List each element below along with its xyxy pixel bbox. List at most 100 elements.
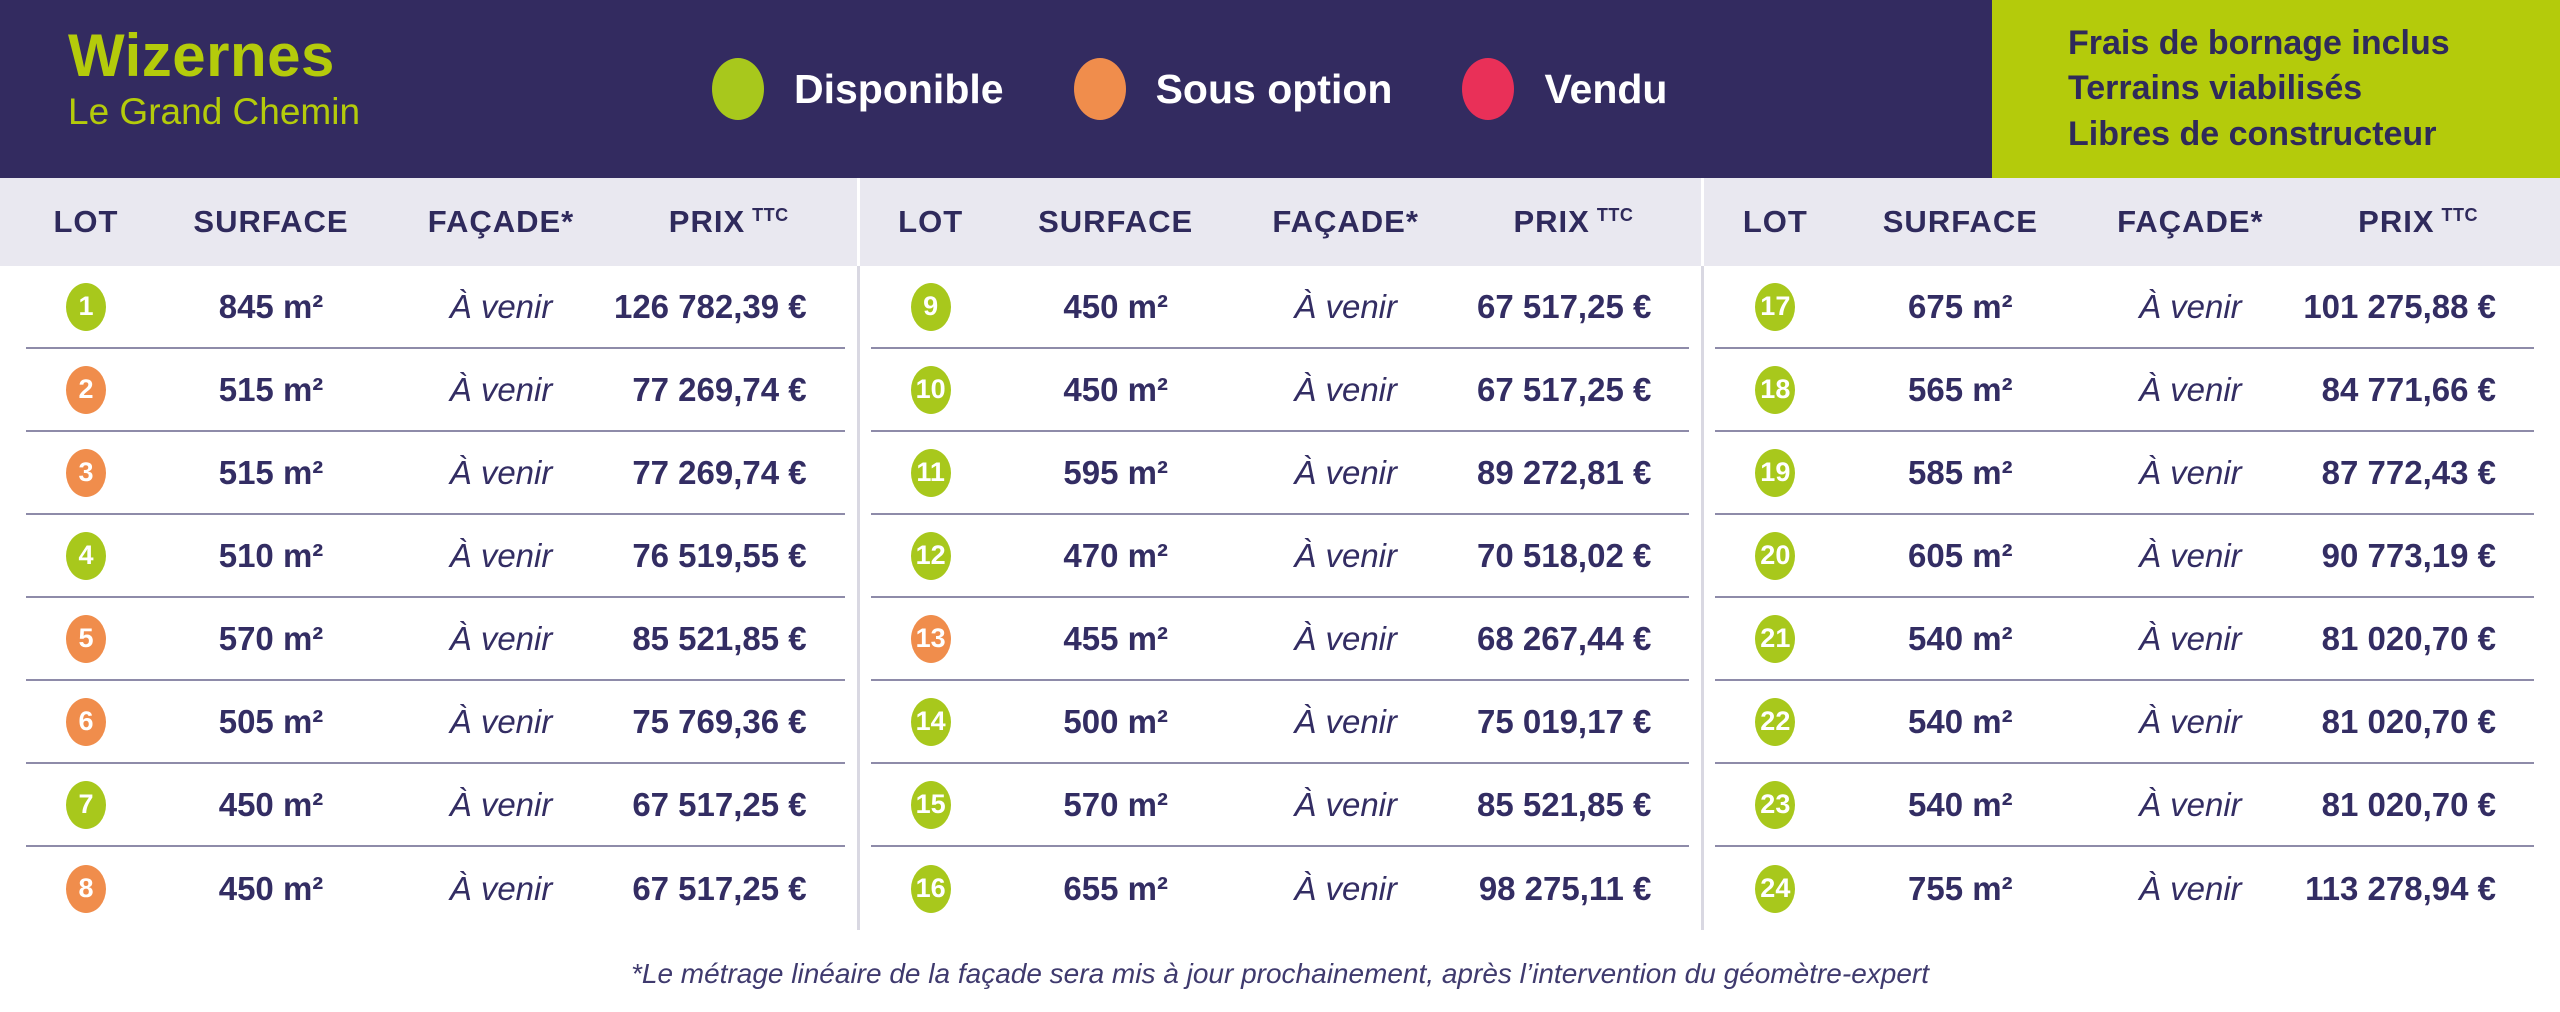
table-row: 19 585 m² À venir 87 772,43 € bbox=[1715, 432, 2534, 515]
surface-value: 450 m² bbox=[1063, 370, 1168, 408]
price-value: 75 769,36 € bbox=[632, 702, 807, 740]
facade-value: À venir bbox=[2138, 869, 2242, 907]
surface-value: 515 m² bbox=[218, 453, 324, 491]
table-column-headers: LOT SURFACE FAÇADE* PRIX TTC bbox=[871, 178, 1704, 266]
legend-label: Disponible bbox=[794, 65, 1004, 112]
table-row: 8 450 m² À venir 67 517,25 € bbox=[26, 847, 845, 930]
surface-value: 455 m² bbox=[1063, 619, 1168, 657]
facade-footnote: *Le métrage linéaire de la façade sera m… bbox=[630, 958, 1930, 989]
facade-value: À venir bbox=[2138, 370, 2242, 408]
column-header-prix-label: PRIX bbox=[668, 204, 746, 239]
table-row: 1 845 m² À venir 126 782,39 € bbox=[26, 266, 845, 349]
facade-value: À venir bbox=[1294, 702, 1398, 740]
surface-value: 585 m² bbox=[1908, 453, 2013, 491]
column-header-facade: FAÇADE* bbox=[1272, 204, 1419, 239]
surface-value: 565 m² bbox=[1908, 370, 2013, 408]
facade-value: À venir bbox=[2138, 785, 2242, 823]
lots-table: LOT SURFACE FAÇADE* PRIX TTC LOT SURFACE … bbox=[0, 178, 2560, 930]
facade-value: À venir bbox=[449, 869, 553, 907]
surface-value: 540 m² bbox=[1908, 619, 2013, 657]
top-banner: Wizernes Le Grand Chemin Disponible Sous… bbox=[0, 0, 2560, 178]
column-header-prix-label: PRIX bbox=[2358, 204, 2435, 239]
price-value: 75 019,17 € bbox=[1476, 702, 1652, 740]
surface-value: 845 m² bbox=[218, 287, 324, 325]
page-title: Wizernes bbox=[68, 22, 335, 89]
lot-status-badge-disponible: 23 bbox=[1755, 780, 1796, 829]
table-header-band: LOT SURFACE FAÇADE* PRIX TTC LOT SURFACE … bbox=[0, 178, 2560, 266]
table-row: 3 515 m² À venir 77 269,74 € bbox=[26, 432, 845, 515]
legend-item-sous-option: Sous option bbox=[1073, 58, 1392, 120]
price-value: 90 773,19 € bbox=[2321, 536, 2496, 574]
facade-value: À venir bbox=[449, 453, 553, 491]
table-row: 4 510 m² À venir 76 519,55 € bbox=[26, 515, 845, 598]
column-header-lot: LOT bbox=[53, 204, 119, 239]
lot-status-badge-disponible: 14 bbox=[910, 697, 951, 746]
page-subtitle: Le Grand Chemin bbox=[68, 91, 361, 132]
column-header-lot: LOT bbox=[1742, 204, 1808, 239]
table-row: 23 540 m² À venir 81 020,70 € bbox=[1715, 764, 2534, 847]
price-value: 87 772,43 € bbox=[2321, 453, 2496, 491]
table-row: 22 540 m² À venir 81 020,70 € bbox=[1715, 681, 2534, 764]
table-column-headers: LOT SURFACE FAÇADE* PRIX TTC bbox=[1715, 178, 2534, 266]
surface-value: 450 m² bbox=[1063, 287, 1168, 325]
price-value: 89 272,81 € bbox=[1476, 453, 1652, 491]
table-row: 24 755 m² À venir 113 278,94 € bbox=[1715, 847, 2534, 930]
table-group: 17 675 m² À venir 101 275,88 € 18 565 m²… bbox=[1715, 266, 2534, 930]
legend-item-vendu: Vendu bbox=[1462, 58, 1667, 120]
column-header-prix: PRIX TTC bbox=[2295, 204, 2534, 240]
lot-status-badge-disponible: 15 bbox=[910, 780, 951, 829]
facade-value: À venir bbox=[449, 287, 553, 325]
facade-value: À venir bbox=[1294, 370, 1398, 408]
surface-value: 470 m² bbox=[1063, 536, 1168, 574]
table-group: 1 845 m² À venir 126 782,39 € 2 515 m² À… bbox=[26, 266, 860, 930]
surface-value: 655 m² bbox=[1063, 869, 1168, 907]
price-value: 101 275,88 € bbox=[2303, 287, 2496, 325]
table-row: 12 470 m² À venir 70 518,02 € bbox=[870, 515, 1690, 598]
facade-value: À venir bbox=[1294, 453, 1398, 491]
facade-value: À venir bbox=[2138, 536, 2242, 574]
price-value: 67 517,25 € bbox=[1476, 370, 1652, 408]
surface-value: 540 m² bbox=[1908, 785, 2013, 823]
facade-value: À venir bbox=[449, 536, 553, 574]
price-value: 67 517,25 € bbox=[632, 785, 807, 823]
price-value: 77 269,74 € bbox=[632, 370, 807, 408]
surface-value: 675 m² bbox=[1908, 287, 2013, 325]
facade-value: À venir bbox=[1294, 785, 1398, 823]
price-value: 84 771,66 € bbox=[2321, 370, 2496, 408]
table-row: 10 450 m² À venir 67 517,25 € bbox=[870, 349, 1690, 432]
lot-status-badge-disponible: 17 bbox=[1755, 282, 1796, 331]
table-body: 1 845 m² À venir 126 782,39 € 2 515 m² À… bbox=[0, 266, 2560, 930]
price-value: 67 517,25 € bbox=[632, 869, 807, 907]
price-value: 76 519,55 € bbox=[632, 536, 807, 574]
table-row: 7 450 m² À venir 67 517,25 € bbox=[26, 764, 845, 847]
table-row: 14 500 m² À venir 75 019,17 € bbox=[870, 681, 1690, 764]
lot-status-badge-disponible: 20 bbox=[1755, 531, 1796, 580]
lot-status-badge-sous-option: 3 bbox=[66, 448, 106, 497]
lot-status-badge-sous-option: 2 bbox=[66, 365, 106, 414]
facade-value: À venir bbox=[2138, 702, 2242, 740]
column-header-surface: SURFACE bbox=[1882, 204, 2038, 239]
surface-value: 510 m² bbox=[218, 536, 324, 574]
table-group: 9 450 m² À venir 67 517,25 € 10 450 m² À… bbox=[870, 266, 1704, 930]
table-row: 18 565 m² À venir 84 771,66 € bbox=[1715, 349, 2534, 432]
price-value: 81 020,70 € bbox=[2321, 702, 2496, 740]
facade-value: À venir bbox=[2138, 453, 2242, 491]
table-row: 21 540 m² À venir 81 020,70 € bbox=[1715, 598, 2534, 681]
lot-status-badge-disponible: 9 bbox=[910, 282, 951, 331]
status-legend: Disponible Sous option Vendu bbox=[712, 0, 1667, 178]
table-row: 5 570 m² À venir 85 521,85 € bbox=[26, 598, 845, 681]
info-box-line: Terrains viabilisés bbox=[2068, 69, 2363, 108]
surface-value: 595 m² bbox=[1063, 453, 1168, 491]
surface-value: 570 m² bbox=[218, 619, 324, 657]
column-header-surface: SURFACE bbox=[1038, 204, 1194, 239]
price-value: 81 020,70 € bbox=[2321, 619, 2496, 657]
legend-label: Vendu bbox=[1544, 65, 1668, 112]
surface-value: 570 m² bbox=[1063, 785, 1168, 823]
surface-value: 500 m² bbox=[1063, 702, 1168, 740]
info-box-line: Frais de bornage inclus bbox=[2068, 23, 2450, 62]
column-header-facade: FAÇADE* bbox=[427, 204, 575, 239]
lot-status-badge-disponible: 11 bbox=[910, 448, 951, 497]
price-value: 67 517,25 € bbox=[1476, 287, 1652, 325]
lot-status-badge-sous-option: 13 bbox=[910, 614, 951, 663]
prix-ttc-superscript: TTC bbox=[752, 204, 789, 225]
